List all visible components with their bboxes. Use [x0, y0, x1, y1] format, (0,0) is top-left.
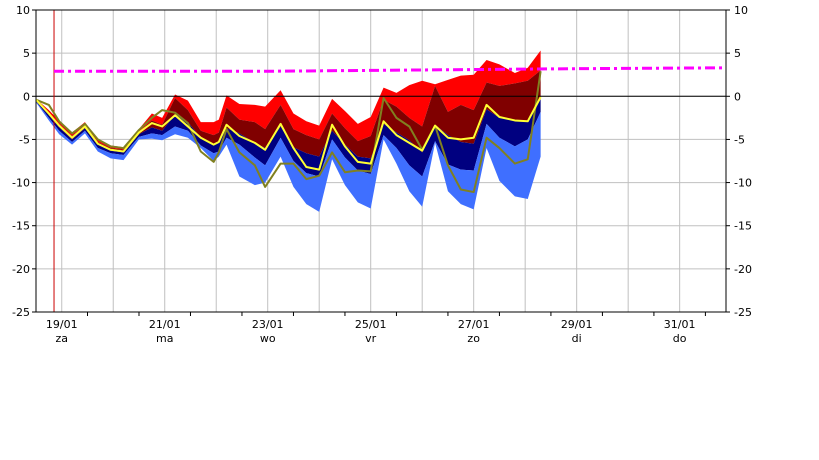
tick-label-y-right: -25: [734, 306, 752, 319]
plot-frame: [35, 9, 727, 313]
tick-label-x-day: vr: [365, 332, 377, 345]
tick-label-y-right: 0: [734, 90, 741, 103]
tick-label-x-date: 23/01: [252, 318, 284, 331]
tick-label-y-right: -20: [734, 263, 752, 276]
tick-label-y-right: -5: [734, 133, 745, 146]
tick-label-x-date: 19/01: [46, 318, 78, 331]
tick-label-y-right: -10: [734, 177, 752, 190]
tick-label-x-day: zo: [467, 332, 480, 345]
tick-label-x-day: wo: [260, 332, 276, 345]
tick-label-x-day: di: [572, 332, 582, 345]
tick-label-y-left: -20: [12, 263, 30, 276]
tick-label-x-date: 21/01: [149, 318, 181, 331]
tick-label-y-left: 0: [23, 90, 30, 103]
tick-label-x-day: do: [673, 332, 687, 345]
tick-label-x-date: 25/01: [355, 318, 387, 331]
tick-label-y-left: -25: [12, 306, 30, 319]
ensemble-bands: [36, 50, 541, 212]
tick-label-x-day: ma: [156, 332, 173, 345]
axis-ticks: 10 10 5 5 0 0 -5 -5 -10 -10 -15 -15 -20 -20 -25 -25 19/0…: [12, 4, 752, 345]
tick-label-x-day: za: [55, 332, 68, 345]
series-lines: [35, 10, 727, 312]
tick-label-x-date: 29/01: [561, 318, 593, 331]
tick-label-y-left: 5: [23, 47, 30, 60]
tick-label-y-left: -15: [12, 220, 30, 233]
grid-lines: [36, 9, 726, 313]
tick-label-y-left: -5: [19, 133, 30, 146]
tick-label-y-left: 10: [16, 4, 30, 17]
climate-line: [54, 66, 727, 73]
band-q25-min: [36, 101, 541, 212]
band-median-q25: [36, 98, 541, 177]
tick-label-y-left: -10: [12, 177, 30, 190]
tick-label-y-right: 5: [734, 47, 741, 60]
tick-label-x-date: 31/01: [664, 318, 696, 331]
tick-label-y-right: -15: [734, 220, 752, 233]
control-line: [35, 71, 542, 194]
mean-line: [35, 96, 542, 171]
tick-label-y-right: 10: [734, 4, 748, 17]
tick-label-x-date: 27/01: [458, 318, 490, 331]
